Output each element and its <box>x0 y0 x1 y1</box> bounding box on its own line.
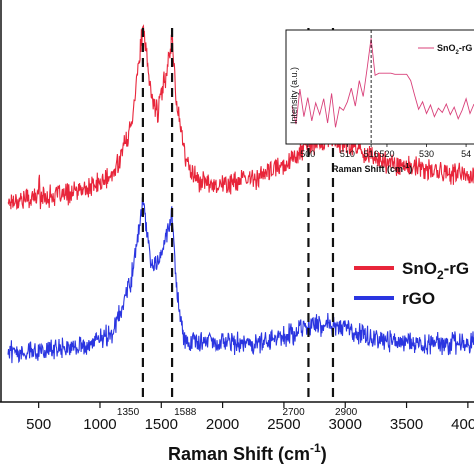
x-tick-label-2000: 2000 <box>206 416 239 433</box>
inset-series-group <box>291 38 474 128</box>
main-series-group <box>7 24 474 364</box>
reference-label-1588: 1588 <box>174 407 197 418</box>
inset-x-tick-label-540: 54 <box>461 149 471 159</box>
inset-series-line-0 <box>291 38 474 128</box>
reference-label-2700: 2700 <box>282 407 305 418</box>
x-tick-label-3000: 3000 <box>329 416 362 433</box>
inset-legend-label: SnO2-rG <box>437 43 472 56</box>
reference-label-1350: 1350 <box>117 407 140 418</box>
x-axis-title: Raman Shift (cm-1) <box>168 441 327 464</box>
x-tick-label-1500: 1500 <box>145 416 178 433</box>
inset-x-tick-label-500: 500 <box>300 149 315 159</box>
inset-x-tick-label-516: 516 <box>364 149 379 159</box>
main-x-ticks: 500 1000 1500 2000 2500 3000 3500 4000 <box>26 402 474 433</box>
legend-label-rgo: rGO <box>402 289 435 308</box>
inset-x-tick-label-530: 530 <box>419 149 434 159</box>
x-tick-label-4000: 4000 <box>451 416 474 433</box>
x-tick-label-500: 500 <box>26 416 51 433</box>
main-series-line-1 <box>7 196 474 364</box>
main-series-line-0 <box>7 24 474 210</box>
inset-y-axis-title: Intensity (a.u.) <box>289 67 299 124</box>
inset-x-tick-label-520: 520 <box>379 149 394 159</box>
inset-x-ticks: 500 510 516 520 530 54 <box>300 144 471 159</box>
reference-label-2900: 2900 <box>335 407 358 418</box>
main-legend: SnO2-rG rGO <box>354 259 469 308</box>
inset-frame <box>285 29 474 145</box>
x-tick-label-2500: 2500 <box>267 416 300 433</box>
x-tick-label-3500: 3500 <box>390 416 423 433</box>
inset-x-axis-title: Raman Shift (cm-1) <box>332 163 412 174</box>
x-tick-label-1000: 1000 <box>83 416 116 433</box>
legend-label-sno2: SnO2-rG <box>402 259 469 282</box>
inset-chart: 500 510 516 520 530 54 Intensity (a.u.) Raman… <box>285 29 474 174</box>
inset-x-tick-label-510: 510 <box>340 149 355 159</box>
